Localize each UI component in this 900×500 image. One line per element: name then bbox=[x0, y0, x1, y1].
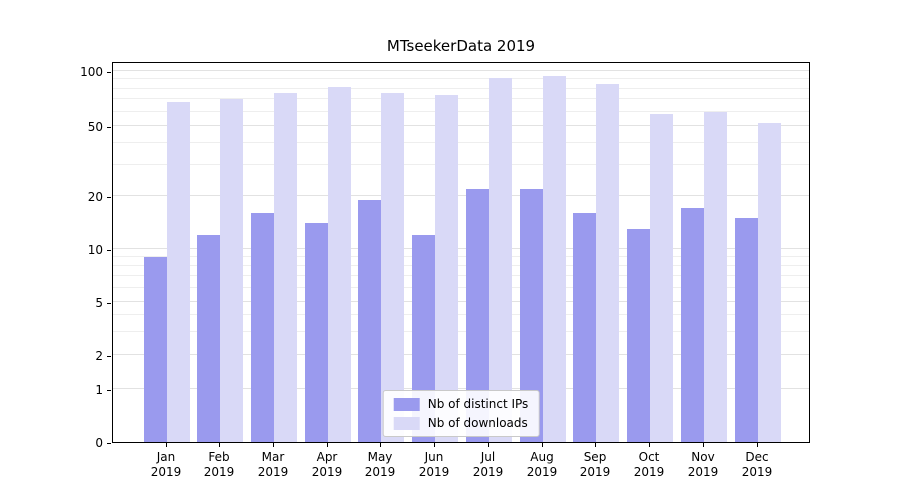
gridline-major bbox=[113, 70, 809, 71]
y-tick-label: 50 bbox=[87, 120, 103, 134]
bar-downloads-jan bbox=[167, 102, 190, 442]
x-tick-mark bbox=[166, 443, 167, 447]
x-tick-mark bbox=[542, 443, 543, 447]
legend-swatch-downloads bbox=[393, 416, 420, 430]
x-tick-label: Sep 2019 bbox=[579, 450, 611, 479]
x-tick-mark bbox=[595, 443, 596, 447]
y-tick-mark bbox=[107, 303, 111, 304]
y-tick-mark bbox=[107, 356, 111, 357]
legend-label-downloads: Nb of downloads bbox=[427, 416, 528, 430]
legend-item-downloads: Nb of downloads bbox=[393, 416, 529, 430]
legend-label-distinct-ips: Nb of distinct IPs bbox=[427, 397, 529, 411]
x-tick-label: Jun 2019 bbox=[418, 450, 450, 479]
x-tick-mark bbox=[703, 443, 704, 447]
legend: Nb of distinct IPs Nb of downloads bbox=[382, 390, 540, 437]
y-tick-label: 5 bbox=[95, 296, 103, 310]
bar-downloads-may bbox=[381, 93, 404, 442]
bar-distinct-ips-jul bbox=[466, 189, 489, 442]
bar-downloads-sep bbox=[596, 84, 619, 442]
bar-downloads-feb bbox=[220, 99, 243, 442]
gridline-minor bbox=[113, 287, 809, 288]
y-tick-mark bbox=[107, 197, 111, 198]
bar-downloads-dec bbox=[758, 123, 781, 442]
y-tick-mark bbox=[107, 72, 111, 73]
gridline-major bbox=[113, 125, 809, 126]
x-tick-mark bbox=[649, 443, 650, 447]
gridline-minor bbox=[113, 88, 809, 89]
bar-distinct-ips-apr bbox=[305, 223, 328, 442]
gridline-minor bbox=[113, 275, 809, 276]
bar-downloads-oct bbox=[650, 114, 673, 442]
y-tick-label: 10 bbox=[87, 243, 103, 257]
x-tick-label: Apr 2019 bbox=[311, 450, 343, 479]
y-tick-label: 20 bbox=[87, 190, 103, 204]
y-tick-mark bbox=[107, 250, 111, 251]
x-tick-label: Dec 2019 bbox=[741, 450, 773, 479]
gridline-minor bbox=[113, 331, 809, 332]
x-tick-mark bbox=[488, 443, 489, 447]
bar-distinct-ips-mar bbox=[251, 213, 274, 442]
legend-item-distinct-ips: Nb of distinct IPs bbox=[393, 397, 529, 411]
gridline-minor bbox=[113, 78, 809, 79]
y-tick-mark bbox=[107, 443, 111, 444]
bar-downloads-apr bbox=[328, 87, 351, 442]
bar-distinct-ips-sep bbox=[573, 213, 596, 442]
x-tick-label: Nov 2019 bbox=[687, 450, 719, 479]
gridline-minor bbox=[113, 314, 809, 315]
bar-distinct-ips-feb bbox=[197, 235, 220, 442]
gridline-major bbox=[113, 301, 809, 302]
y-tick-label: 0 bbox=[95, 436, 103, 450]
x-tick-label: Oct 2019 bbox=[633, 450, 665, 479]
bar-downloads-jul bbox=[489, 78, 512, 442]
bar-distinct-ips-oct bbox=[627, 229, 650, 442]
bar-downloads-mar bbox=[274, 93, 297, 442]
gridline-minor bbox=[113, 98, 809, 99]
chart-title: MTseekerData 2019 bbox=[386, 37, 536, 55]
x-tick-label: Jan 2019 bbox=[150, 450, 182, 479]
x-tick-label: Feb 2019 bbox=[203, 450, 235, 479]
y-tick-mark bbox=[107, 390, 111, 391]
bar-distinct-ips-nov bbox=[681, 208, 704, 442]
bar-distinct-ips-may bbox=[358, 200, 381, 442]
bar-distinct-ips-aug bbox=[520, 189, 543, 442]
x-tick-label: Aug 2019 bbox=[526, 450, 558, 479]
gridline-minor bbox=[113, 265, 809, 266]
bar-downloads-nov bbox=[704, 112, 727, 442]
gridline-major bbox=[113, 195, 809, 196]
y-tick-label: 2 bbox=[95, 349, 103, 363]
gridline-major bbox=[113, 354, 809, 355]
x-tick-label: Mar 2019 bbox=[257, 450, 289, 479]
gridline-minor bbox=[113, 142, 809, 143]
x-tick-mark bbox=[219, 443, 220, 447]
gridline-minor bbox=[113, 256, 809, 257]
gridline-major bbox=[113, 388, 809, 389]
x-tick-label: Jul 2019 bbox=[472, 450, 504, 479]
gridline-major bbox=[113, 248, 809, 249]
legend-swatch-distinct-ips bbox=[393, 397, 420, 411]
bar-distinct-ips-jan bbox=[144, 257, 167, 442]
x-tick-mark bbox=[273, 443, 274, 447]
y-tick-mark bbox=[107, 127, 111, 128]
plot-area: Nb of distinct IPs Nb of downloads bbox=[112, 62, 810, 443]
gridline-minor bbox=[113, 164, 809, 165]
x-tick-mark bbox=[757, 443, 758, 447]
bar-downloads-aug bbox=[543, 76, 566, 442]
x-tick-label: May 2019 bbox=[364, 450, 396, 479]
bar-distinct-ips-dec bbox=[735, 218, 758, 442]
y-tick-label: 100 bbox=[80, 65, 103, 79]
gridline-minor bbox=[113, 111, 809, 112]
y-tick-label: 1 bbox=[95, 383, 103, 397]
x-tick-mark bbox=[380, 443, 381, 447]
x-tick-mark bbox=[327, 443, 328, 447]
bar-downloads-jun bbox=[435, 95, 458, 442]
x-tick-mark bbox=[434, 443, 435, 447]
